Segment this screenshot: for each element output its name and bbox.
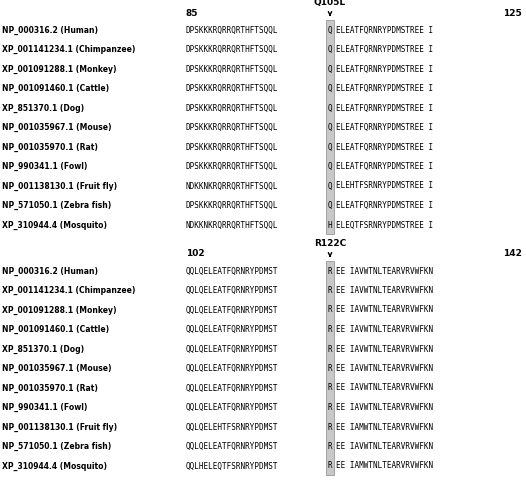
Text: NP_001035967.1 (Mouse): NP_001035967.1 (Mouse) (2, 364, 112, 373)
Text: Q: Q (328, 123, 332, 132)
Text: 142: 142 (503, 249, 522, 259)
Text: EE IAVWTNLTEARVRVWFKN: EE IAVWTNLTEARVRVWFKN (336, 383, 433, 393)
Text: ELEATFQRNRYPDMSTREE I: ELEATFQRNRYPDMSTREE I (336, 201, 433, 210)
Text: Q: Q (328, 162, 332, 171)
Text: EE IAVWTNLTEARVRVWFKN: EE IAVWTNLTEARVRVWFKN (336, 403, 433, 412)
Text: XP_001091288.1 (Monkey): XP_001091288.1 (Monkey) (2, 64, 116, 74)
Text: ELEATFQRNRYPDMSTREE I: ELEATFQRNRYPDMSTREE I (336, 84, 433, 93)
Text: EE IAMWTNLTEARVRVWFKN: EE IAMWTNLTEARVRVWFKN (336, 423, 433, 431)
Text: QQLHELEQTFSRNRYPDMST: QQLHELEQTFSRNRYPDMST (186, 462, 278, 470)
Text: NP_000316.2 (Human): NP_000316.2 (Human) (2, 266, 98, 276)
Text: R: R (328, 442, 332, 451)
Text: ELEATFQRNRYPDMSTREE I: ELEATFQRNRYPDMSTREE I (336, 143, 433, 151)
Text: NP_000316.2 (Human): NP_000316.2 (Human) (2, 25, 98, 35)
Text: R: R (328, 403, 332, 412)
Text: ELEATFQRNRYPDMSTREE I: ELEATFQRNRYPDMSTREE I (336, 64, 433, 74)
Text: Q: Q (328, 64, 332, 74)
Text: Q: Q (328, 201, 332, 210)
Text: QQLQELEATFQRNRYPDMST: QQLQELEATFQRNRYPDMST (186, 364, 278, 373)
Text: ELEATFQRNRYPDMSTREE I: ELEATFQRNRYPDMSTREE I (336, 123, 433, 132)
Text: NP_571050.1 (Zebra fish): NP_571050.1 (Zebra fish) (2, 201, 112, 210)
Text: NP_001035967.1 (Mouse): NP_001035967.1 (Mouse) (2, 123, 112, 132)
Text: NP_990341.1 (Fowl): NP_990341.1 (Fowl) (2, 162, 87, 171)
Text: R: R (328, 344, 332, 354)
Text: Q: Q (328, 143, 332, 151)
Text: H: H (328, 221, 332, 229)
Text: ELEATFQRNRYPDMSTREE I: ELEATFQRNRYPDMSTREE I (336, 104, 433, 112)
Text: Q: Q (328, 182, 332, 190)
Text: DPSKKKRQRRQRTHFTSQQL: DPSKKKRQRRQRTHFTSQQL (186, 104, 278, 112)
Text: R: R (328, 423, 332, 431)
Text: DPSKKKRQRRQRTHFTSQQL: DPSKKKRQRRQRTHFTSQQL (186, 25, 278, 35)
Text: DPSKKKRQRRQRTHFTSQQL: DPSKKKRQRRQRTHFTSQQL (186, 84, 278, 93)
Text: Q: Q (328, 104, 332, 112)
Text: EE IAVWTNLTEARVRVWFKN: EE IAVWTNLTEARVRVWFKN (336, 344, 433, 354)
Text: NP_001091460.1 (Cattle): NP_001091460.1 (Cattle) (2, 84, 109, 93)
Text: NP_571050.1 (Zebra fish): NP_571050.1 (Zebra fish) (2, 442, 112, 451)
Text: R: R (328, 286, 332, 295)
Text: NP_990341.1 (Fowl): NP_990341.1 (Fowl) (2, 403, 87, 412)
Text: NP_001138130.1 (Fruit fly): NP_001138130.1 (Fruit fly) (2, 422, 117, 431)
Text: XP_851370.1 (Dog): XP_851370.1 (Dog) (2, 103, 84, 112)
Text: R: R (328, 325, 332, 334)
Text: R: R (328, 305, 332, 315)
Bar (326, 261, 334, 475)
Text: QQLQELEATFQRNRYPDMST: QQLQELEATFQRNRYPDMST (186, 266, 278, 276)
Text: QQLQELEATFQRNRYPDMST: QQLQELEATFQRNRYPDMST (186, 305, 278, 315)
Text: NP_001035970.1 (Rat): NP_001035970.1 (Rat) (2, 142, 98, 151)
Text: Q: Q (328, 84, 332, 93)
Text: R122C: R122C (314, 239, 346, 248)
Text: ELEATFQRNRYPDMSTREE I: ELEATFQRNRYPDMSTREE I (336, 162, 433, 171)
Text: EE IAVWTNLTEARVRVWFKN: EE IAVWTNLTEARVRVWFKN (336, 442, 433, 451)
Text: NDKKNKRQRRQRTHFTSQQL: NDKKNKRQRRQRTHFTSQQL (186, 221, 278, 229)
Text: DPSKKKRQRRQRTHFTSQQL: DPSKKKRQRRQRTHFTSQQL (186, 162, 278, 171)
Text: XP_851370.1 (Dog): XP_851370.1 (Dog) (2, 344, 84, 354)
Text: 102: 102 (186, 249, 205, 259)
Text: NP_001091460.1 (Cattle): NP_001091460.1 (Cattle) (2, 325, 109, 334)
Text: XP_001091288.1 (Monkey): XP_001091288.1 (Monkey) (2, 305, 116, 315)
Text: Q: Q (328, 25, 332, 35)
Text: DPSKKKRQRRQRTHFTSQQL: DPSKKKRQRRQRTHFTSQQL (186, 123, 278, 132)
Text: QQLQELEATFQRNRYPDMST: QQLQELEATFQRNRYPDMST (186, 325, 278, 334)
Text: EE IAVWTNLTEARVRVWFKN: EE IAVWTNLTEARVRVWFKN (336, 325, 433, 334)
Text: DPSKKKRQRRQRTHFTSQQL: DPSKKKRQRRQRTHFTSQQL (186, 143, 278, 151)
Text: EE IAMWTNLTEARVRVWFKN: EE IAMWTNLTEARVRVWFKN (336, 462, 433, 470)
Text: QQLQELEATFQRNRYPDMST: QQLQELEATFQRNRYPDMST (186, 383, 278, 393)
Text: NP_001035970.1 (Rat): NP_001035970.1 (Rat) (2, 383, 98, 393)
Text: DPSKKKRQRRQRTHFTSQQL: DPSKKKRQRRQRTHFTSQQL (186, 45, 278, 54)
Text: EE IAVWTNLTEARVRVWFKN: EE IAVWTNLTEARVRVWFKN (336, 305, 433, 315)
Text: EE IAVWTNLTEARVRVWFKN: EE IAVWTNLTEARVRVWFKN (336, 266, 433, 276)
Text: Q105L: Q105L (314, 0, 346, 7)
Text: ELEATFQRNRYPDMSTREE I: ELEATFQRNRYPDMSTREE I (336, 25, 433, 35)
Text: QQLQELEATFQRNRYPDMST: QQLQELEATFQRNRYPDMST (186, 286, 278, 295)
Text: Q: Q (328, 45, 332, 54)
Text: QQLQELEATFQRNRYPDMST: QQLQELEATFQRNRYPDMST (186, 344, 278, 354)
Text: QQLQELEHTFSRNRYPDMST: QQLQELEHTFSRNRYPDMST (186, 423, 278, 431)
Text: ELEHTFSRNRYPDMSTREE I: ELEHTFSRNRYPDMSTREE I (336, 182, 433, 190)
Text: 125: 125 (503, 8, 522, 18)
Text: ELEQTFSRNRYPDMSTREE I: ELEQTFSRNRYPDMSTREE I (336, 221, 433, 229)
Text: R: R (328, 364, 332, 373)
Text: XP_310944.4 (Mosquito): XP_310944.4 (Mosquito) (2, 221, 107, 229)
Text: NDKKNKRQRRQRTHFTSQQL: NDKKNKRQRRQRTHFTSQQL (186, 182, 278, 190)
Text: 85: 85 (186, 8, 198, 18)
Text: DPSKKKRQRRQRTHFTSQQL: DPSKKKRQRRQRTHFTSQQL (186, 64, 278, 74)
Bar (326, 20, 334, 234)
Text: XP_310944.4 (Mosquito): XP_310944.4 (Mosquito) (2, 461, 107, 470)
Text: ELEATFQRNRYPDMSTREE I: ELEATFQRNRYPDMSTREE I (336, 45, 433, 54)
Text: EE IAVWTNLTEARVRVWFKN: EE IAVWTNLTEARVRVWFKN (336, 286, 433, 295)
Text: QQLQELEATFQRNRYPDMST: QQLQELEATFQRNRYPDMST (186, 442, 278, 451)
Text: R: R (328, 266, 332, 276)
Text: R: R (328, 383, 332, 393)
Text: EE IAVWTNLTEARVRVWFKN: EE IAVWTNLTEARVRVWFKN (336, 364, 433, 373)
Text: NP_001138130.1 (Fruit fly): NP_001138130.1 (Fruit fly) (2, 182, 117, 190)
Text: XP_001141234.1 (Chimpanzee): XP_001141234.1 (Chimpanzee) (2, 45, 135, 54)
Text: XP_001141234.1 (Chimpanzee): XP_001141234.1 (Chimpanzee) (2, 286, 135, 295)
Text: DPSKKKRQRRQRTHFTSQQL: DPSKKKRQRRQRTHFTSQQL (186, 201, 278, 210)
Text: R: R (328, 462, 332, 470)
Text: QQLQELEATFQRNRYPDMST: QQLQELEATFQRNRYPDMST (186, 403, 278, 412)
